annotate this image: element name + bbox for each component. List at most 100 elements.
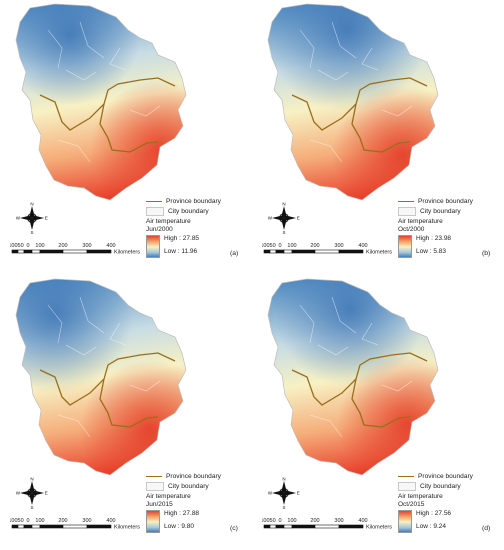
scale-tick-label: 0 bbox=[26, 243, 29, 249]
legend-high-value: High : 27.88 bbox=[164, 510, 200, 517]
north-arrow-e-label: E bbox=[45, 216, 48, 221]
temperature-legend: Air temperature Oct/2015 High : 27.56 Low :… bbox=[398, 493, 451, 533]
province-boundary-swatch bbox=[146, 200, 162, 202]
legend-date: Oct/2000 bbox=[398, 226, 425, 233]
panel-label: (c) bbox=[230, 525, 238, 532]
temperature-legend: Air temperature Jun/2000 High : 27.85 Low :… bbox=[146, 218, 199, 258]
scale-tick-label: 300 bbox=[82, 518, 91, 524]
legend-row-province: Province boundary bbox=[146, 471, 221, 481]
scale-tick-label: 10050 bbox=[10, 243, 24, 249]
boundary-legend: Province boundary City boundary bbox=[398, 196, 473, 216]
province-boundary-label: Province boundary bbox=[418, 472, 473, 480]
legend-low-value: Low : 11.96 bbox=[164, 248, 198, 255]
north-arrow-icon: N S W E bbox=[268, 202, 300, 239]
scale-tick-label: 100 bbox=[287, 243, 296, 249]
color-ramp-row: High : 23.98 Low : 5.83 bbox=[398, 235, 451, 258]
north-arrow-s-label: S bbox=[30, 230, 33, 234]
city-boundary-swatch bbox=[146, 206, 164, 216]
scale-tick-label: 100 bbox=[35, 518, 44, 524]
legend-row-city: City boundary bbox=[146, 206, 221, 216]
legend-high-value: High : 27.85 bbox=[164, 235, 200, 242]
province-boundary-swatch bbox=[146, 475, 162, 477]
city-boundary-label: City boundary bbox=[168, 207, 209, 215]
scale-tick-label: 10050 bbox=[262, 243, 276, 249]
north-arrow-e-label: E bbox=[297, 216, 300, 221]
temperature-map bbox=[15, 278, 187, 476]
temperature-map bbox=[267, 3, 439, 201]
scale-tick-label: 400 bbox=[358, 243, 367, 249]
scale-tick-label: 200 bbox=[310, 518, 319, 524]
boundary-legend: Province boundary City boundary bbox=[146, 196, 221, 216]
city-boundary-label: City boundary bbox=[168, 482, 209, 490]
legend-low-value: Low : 9.80 bbox=[164, 523, 194, 530]
scale-tick-label: 200 bbox=[310, 243, 319, 249]
legend-row-province: Province boundary bbox=[146, 196, 221, 206]
scale-tick-label: 400 bbox=[106, 518, 115, 524]
legend-date: Jun/2000 bbox=[146, 226, 173, 233]
scale-unit-label: Kilometers bbox=[366, 525, 392, 531]
north-arrow-icon: N S W E bbox=[16, 477, 48, 514]
scale-tick-label: 0 bbox=[278, 243, 281, 249]
scale-tick-label: 10050 bbox=[10, 518, 24, 524]
temperature-map bbox=[15, 3, 187, 201]
scale-tick-label: 200 bbox=[58, 518, 67, 524]
city-boundary-label: City boundary bbox=[420, 207, 461, 215]
north-arrow-e-label: E bbox=[297, 491, 300, 496]
legend-row-city: City boundary bbox=[398, 481, 473, 491]
north-arrow-n-label: N bbox=[30, 477, 33, 482]
province-boundary-swatch bbox=[398, 200, 414, 202]
scale-tick-label: 400 bbox=[358, 518, 367, 524]
legend-high-value: High : 23.98 bbox=[416, 235, 452, 242]
color-ramp bbox=[146, 235, 160, 258]
scale-tick-label: 100 bbox=[35, 243, 44, 249]
province-boundary-label: Province boundary bbox=[418, 197, 473, 205]
city-boundary-label: City boundary bbox=[420, 482, 461, 490]
legend-row-city: City boundary bbox=[398, 206, 473, 216]
scale-unit-label: Kilometers bbox=[114, 250, 140, 256]
scale-tick-label: 10050 bbox=[262, 518, 276, 524]
legend-date: Oct/2015 bbox=[398, 501, 425, 508]
scale-unit-label: Kilometers bbox=[366, 250, 392, 256]
scale-tick-label: 100 bbox=[287, 518, 296, 524]
city-boundary-swatch bbox=[146, 481, 164, 491]
scale-tick-label: 300 bbox=[334, 518, 343, 524]
city-boundary-swatch bbox=[398, 206, 416, 216]
legend-title: Air temperature bbox=[398, 218, 443, 225]
temperature-legend: Air temperature Jun/2015 High : 27.88 Low :… bbox=[146, 493, 199, 533]
boundary-legend: Province boundary City boundary bbox=[146, 471, 221, 491]
scale-tick-label: 300 bbox=[334, 243, 343, 249]
scale-tick-label: 300 bbox=[82, 243, 91, 249]
color-ramp-row: High : 27.88 Low : 9.80 bbox=[146, 510, 199, 533]
scale-tick-label: 400 bbox=[106, 243, 115, 249]
city-boundary-swatch bbox=[398, 481, 416, 491]
temperature-map bbox=[267, 278, 439, 476]
north-arrow-s-label: S bbox=[30, 505, 33, 509]
scale-tick-label: 0 bbox=[26, 518, 29, 524]
scale-tick-label: 200 bbox=[58, 243, 67, 249]
legend-row-province: Province boundary bbox=[398, 196, 473, 206]
north-arrow-s-label: S bbox=[282, 505, 285, 509]
boundary-legend: Province boundary City boundary bbox=[398, 471, 473, 491]
color-ramp-row: High : 27.56 Low : 9.24 bbox=[398, 510, 451, 533]
north-arrow-w-label: W bbox=[16, 216, 21, 221]
legend-low-value: Low : 9.24 bbox=[416, 523, 446, 530]
province-boundary-label: Province boundary bbox=[166, 472, 221, 480]
north-arrow-w-label: W bbox=[268, 216, 273, 221]
color-ramp bbox=[146, 510, 160, 533]
scale-unit-label: Kilometers bbox=[114, 525, 140, 531]
north-arrow-s-label: S bbox=[282, 230, 285, 234]
color-ramp bbox=[398, 510, 412, 533]
legend-date: Jun/2015 bbox=[146, 501, 173, 508]
panel-label: (b) bbox=[482, 250, 491, 257]
legend-row-city: City boundary bbox=[146, 481, 221, 491]
province-boundary-label: Province boundary bbox=[166, 197, 221, 205]
legend-title: Air temperature bbox=[146, 493, 191, 500]
north-arrow-n-label: N bbox=[30, 202, 33, 207]
